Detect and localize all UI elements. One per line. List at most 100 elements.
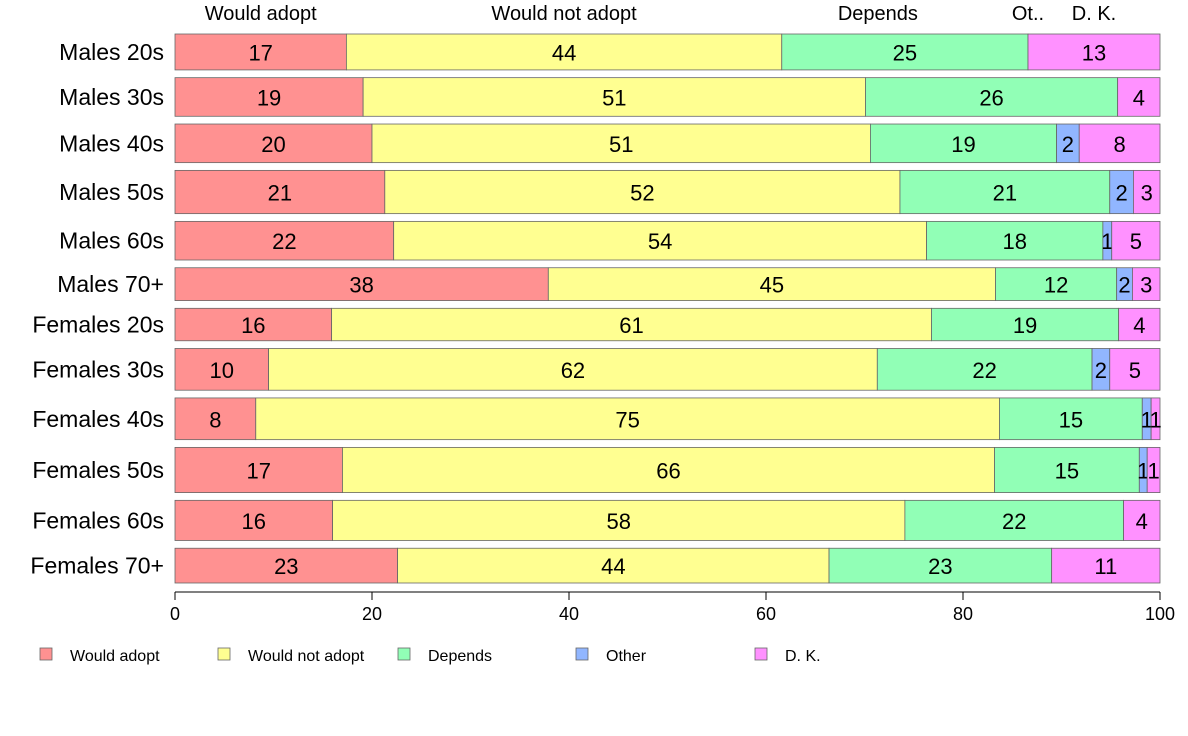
bar-segment (255, 397, 1000, 441)
bar-segment (999, 397, 1143, 441)
bar-segment (174, 348, 269, 391)
data-label: 8 (1113, 132, 1125, 157)
data-label: 13 (1082, 40, 1106, 65)
data-label: 3 (1141, 181, 1153, 206)
data-label: 5 (1130, 229, 1142, 254)
data-label: 11 (1094, 554, 1117, 579)
bar-segment (362, 77, 866, 117)
bar-segment (332, 499, 906, 541)
top-series-label: Ot.. (1012, 3, 1044, 25)
category-label: Males 20s (59, 39, 164, 65)
bar-row: Males 40s 20 51 19 2 8 (59, 123, 1161, 164)
data-label: 44 (552, 40, 576, 65)
data-label: 4 (1133, 85, 1145, 110)
legend-item: Would not adopt (217, 647, 365, 665)
bar-segment (1109, 348, 1161, 391)
data-label: 1 (1101, 229, 1113, 254)
data-label: 51 (609, 132, 633, 157)
category-label: Males 50s (59, 179, 164, 205)
legend-swatch (575, 647, 589, 661)
data-label: 20 (261, 132, 285, 157)
top-series-label: Would not adopt (491, 3, 637, 25)
bar-segment (174, 397, 257, 441)
bar-segment (1051, 547, 1161, 584)
top-series-label: D. K. (1072, 3, 1116, 25)
bar-segment (1123, 499, 1161, 541)
data-label: 62 (561, 358, 585, 383)
data-label: 52 (630, 181, 654, 206)
bar-row: Males 50s 21 52 21 2 3 (59, 169, 1161, 215)
data-label: 4 (1136, 509, 1148, 534)
legend-item: Other (575, 647, 647, 665)
bar-segment (174, 547, 399, 584)
bar-segment (331, 307, 932, 342)
bar-segment (904, 499, 1124, 541)
bar-segment (174, 307, 333, 342)
legend-item: Depends (397, 647, 492, 665)
legend-swatch (217, 647, 231, 661)
legend-label: Would adopt (70, 648, 160, 665)
data-label: 45 (760, 273, 784, 298)
bar-segment (393, 220, 927, 261)
data-label: 5 (1129, 358, 1141, 383)
bar-row: Females 40s 8 75 15 11 (32, 397, 1162, 441)
bar-segment (931, 307, 1120, 342)
data-label: 1 (1147, 458, 1159, 483)
data-label: 19 (257, 85, 281, 110)
data-label: 1 (1137, 458, 1149, 483)
x-tick-label: 100 (1145, 604, 1175, 624)
bar-segment (1150, 397, 1161, 441)
legend-item: D. K. (754, 647, 821, 665)
category-label: Females 70+ (30, 553, 164, 579)
bar-segment (174, 169, 386, 215)
bar-segment (1027, 33, 1161, 71)
bar-row: Males 20s 17 44 25 13 (59, 33, 1161, 71)
x-tick-label: 80 (953, 604, 973, 624)
top-labels: Would adopt Would not adopt Depends Ot.. D. … (205, 3, 1117, 25)
bar-segment (397, 547, 830, 584)
data-label: 22 (1002, 509, 1026, 534)
category-label: Females 20s (32, 312, 164, 338)
legend-label: Other (606, 648, 647, 665)
bar-segment (174, 33, 347, 71)
legend-item: Would adopt (39, 647, 160, 665)
bar-segment (547, 267, 996, 301)
bar-segment (828, 547, 1053, 584)
bar-segment (174, 123, 373, 164)
data-label: 21 (993, 181, 1017, 206)
data-label: 1 (1141, 407, 1153, 432)
data-label: 12 (1044, 273, 1068, 298)
data-label: 2 (1118, 273, 1130, 298)
bar-row: Females 60s 16 58 22 4 (32, 499, 1161, 541)
data-label: 75 (615, 407, 639, 432)
data-label: 25 (893, 40, 917, 65)
category-label: Females 50s (32, 457, 164, 483)
x-axis: 0 20 40 60 80 100 (170, 591, 1175, 624)
data-label: 38 (349, 273, 373, 298)
bar-segment (994, 446, 1140, 493)
bar-segment (174, 220, 395, 261)
data-label: 51 (602, 85, 626, 110)
data-label: 21 (268, 181, 292, 206)
bar-segment (174, 499, 334, 541)
data-label: 2 (1062, 132, 1074, 157)
bar-segment (384, 169, 901, 215)
bar-segment (1117, 77, 1161, 117)
data-label: 17 (248, 40, 272, 65)
data-label: 61 (619, 313, 643, 338)
data-label: 16 (242, 509, 266, 534)
data-label: 58 (607, 509, 631, 534)
data-label: 54 (648, 229, 672, 254)
category-label: Males 70+ (57, 271, 164, 297)
bar-row: Females 50s 17 66 15 11 (32, 446, 1161, 493)
data-label: 18 (1002, 229, 1026, 254)
data-label: 15 (1055, 458, 1079, 483)
category-label: Males 40s (59, 130, 164, 156)
bar-segment (371, 123, 871, 164)
bar-segment (1111, 220, 1161, 261)
data-label: 2 (1095, 358, 1107, 383)
top-series-label: Would adopt (205, 3, 317, 25)
bar-segment (781, 33, 1029, 71)
